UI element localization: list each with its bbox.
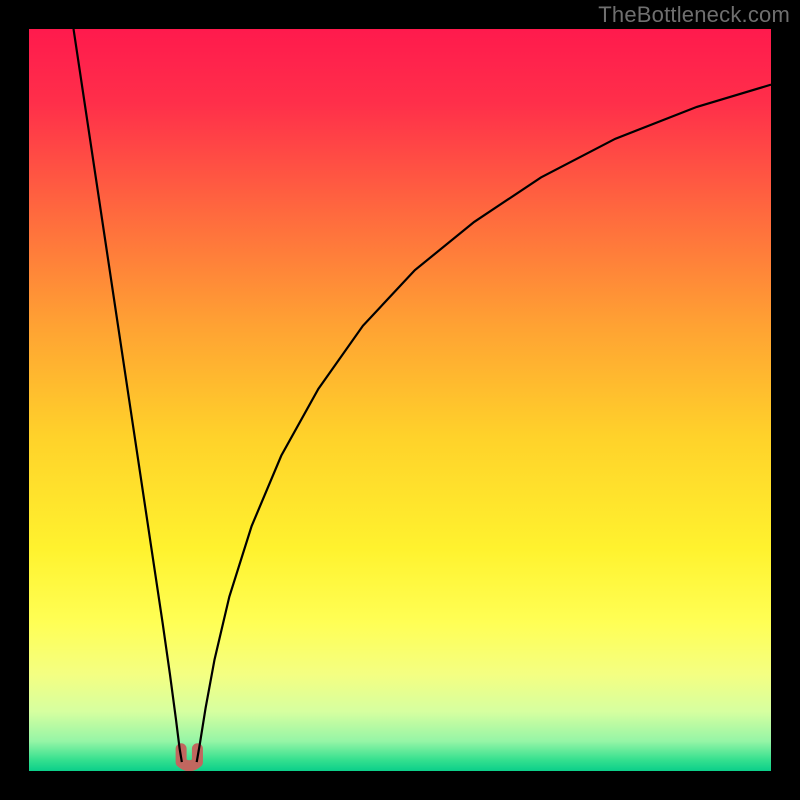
watermark: TheBottleneck.com bbox=[598, 2, 790, 28]
chart-container: TheBottleneck.com bbox=[0, 0, 800, 800]
bottleneck-chart bbox=[0, 0, 800, 800]
plot-background bbox=[29, 29, 771, 771]
